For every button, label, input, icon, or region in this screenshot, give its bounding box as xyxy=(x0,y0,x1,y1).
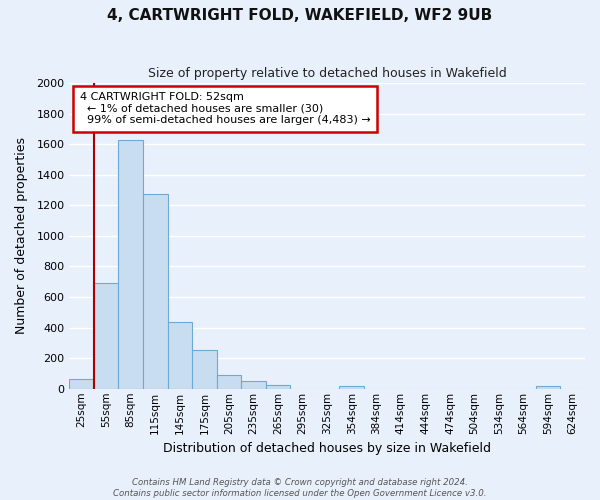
Text: 4, CARTWRIGHT FOLD, WAKEFIELD, WF2 9UB: 4, CARTWRIGHT FOLD, WAKEFIELD, WF2 9UB xyxy=(107,8,493,22)
Bar xyxy=(118,140,143,389)
Text: Contains HM Land Registry data © Crown copyright and database right 2024.
Contai: Contains HM Land Registry data © Crown c… xyxy=(113,478,487,498)
Title: Size of property relative to detached houses in Wakefield: Size of property relative to detached ho… xyxy=(148,68,506,80)
Y-axis label: Number of detached properties: Number of detached properties xyxy=(15,138,28,334)
Bar xyxy=(94,282,118,389)
Bar xyxy=(241,381,266,389)
Bar xyxy=(143,194,167,389)
Bar xyxy=(536,386,560,389)
Bar xyxy=(192,350,217,389)
Bar xyxy=(340,386,364,389)
Bar xyxy=(266,385,290,389)
X-axis label: Distribution of detached houses by size in Wakefield: Distribution of detached houses by size … xyxy=(163,442,491,455)
Text: 4 CARTWRIGHT FOLD: 52sqm
  ← 1% of detached houses are smaller (30)
  99% of sem: 4 CARTWRIGHT FOLD: 52sqm ← 1% of detache… xyxy=(80,92,370,126)
Bar xyxy=(167,322,192,389)
Bar xyxy=(217,375,241,389)
Bar xyxy=(70,379,94,389)
